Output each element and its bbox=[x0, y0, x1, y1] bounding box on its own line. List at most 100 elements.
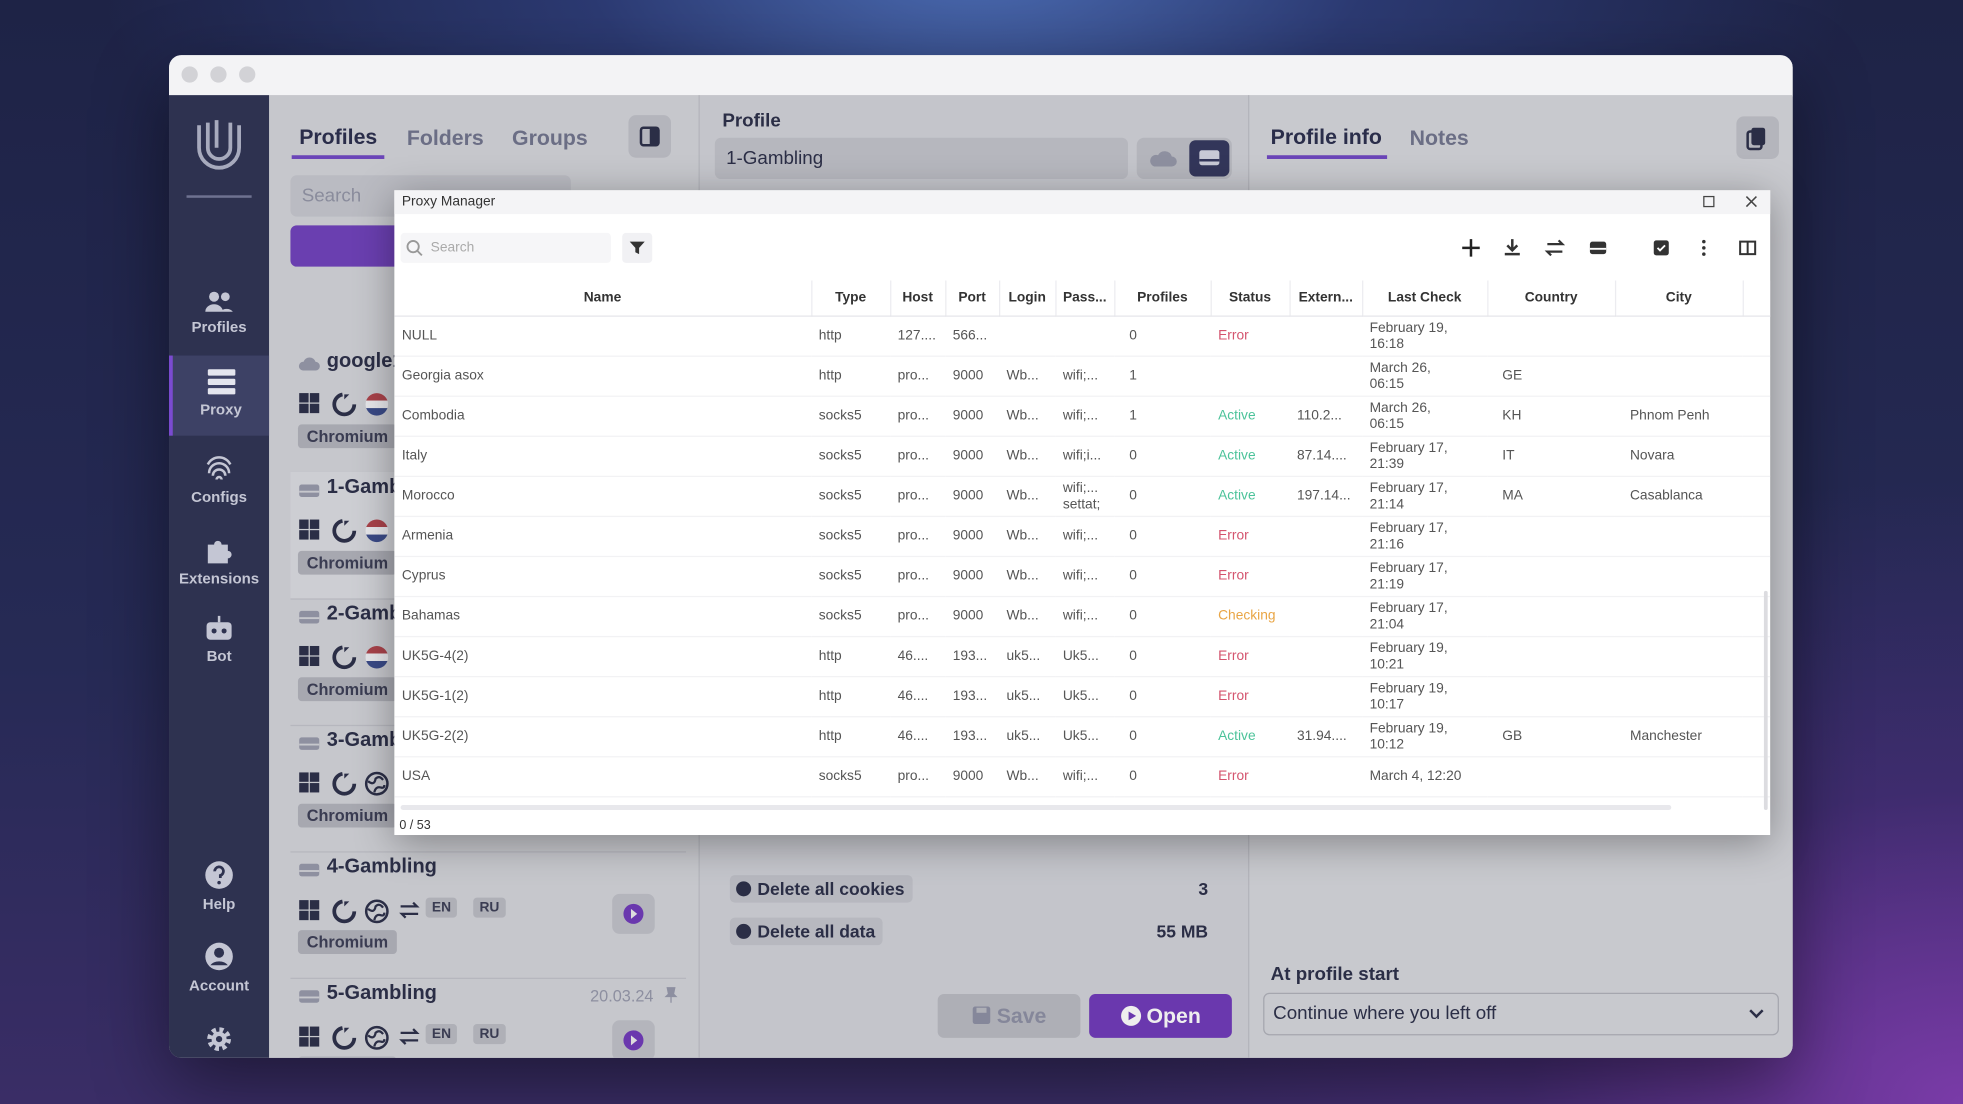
table-cell: Error bbox=[1210, 676, 1290, 718]
table-row[interactable]: USA socks5 pro... 9000 Wb... wifi;... 0 Error Ma… bbox=[394, 756, 1771, 798]
nav-icon bbox=[205, 291, 233, 312]
table-cell-overflow bbox=[1742, 436, 1771, 477]
language-tag: EN bbox=[425, 897, 458, 918]
profile-item[interactable]: 5-Gambling 20.03.24 EN RU Chromium bbox=[290, 978, 686, 1058]
table-row[interactable]: Cyprus socks5 pro... 9000 Wb... wifi;... 0 Erro… bbox=[394, 556, 1771, 598]
table-cell-overflow bbox=[1742, 356, 1771, 397]
tab[interactable]: Profiles bbox=[299, 125, 378, 149]
more-button[interactable] bbox=[1702, 239, 1706, 256]
close-button[interactable] bbox=[181, 66, 198, 83]
vertical-scrollbar[interactable] bbox=[1763, 590, 1768, 810]
storage-toggle bbox=[1136, 137, 1232, 180]
column-header[interactable]: Login bbox=[999, 280, 1056, 317]
profile-item[interactable]: google1 Chromium bbox=[290, 346, 687, 474]
profile-item[interactable]: 2-Gambling Chromium bbox=[290, 598, 687, 727]
tab[interactable]: Notes bbox=[1409, 126, 1469, 151]
play-button[interactable] bbox=[612, 893, 655, 934]
nav-item[interactable]: Help bbox=[169, 848, 269, 928]
column-header[interactable]: Last Check bbox=[1362, 280, 1488, 317]
open-button[interactable]: Open bbox=[1089, 994, 1232, 1038]
table-cell: Phnom Penh bbox=[1614, 396, 1743, 437]
table-row[interactable]: UK5G-1(2) http 46.... 193... uk5... Uk5... 0 Er… bbox=[394, 676, 1771, 718]
table-cell: 9000 bbox=[945, 436, 1000, 477]
title-bar bbox=[169, 55, 1793, 97]
tab[interactable]: Profile info bbox=[1270, 125, 1382, 149]
table-row[interactable]: Italy socks5 pro... 9000 Wb... wifi;i... 0 Acti… bbox=[394, 436, 1771, 477]
column-header[interactable]: Name bbox=[394, 280, 812, 317]
table-row[interactable]: UK5G-4(2) http 46.... 193... uk5... Uk5... 0 Er… bbox=[394, 636, 1771, 678]
table-cell: Uk5... bbox=[1055, 636, 1115, 678]
nav-item[interactable]: Profiles bbox=[169, 275, 269, 355]
table-cell: 46.... bbox=[890, 716, 946, 758]
cloud-option[interactable] bbox=[1147, 145, 1180, 173]
import-button[interactable] bbox=[1504, 239, 1520, 256]
table-cell: uk5... bbox=[999, 716, 1056, 758]
tab[interactable]: Folders bbox=[406, 126, 484, 151]
column-header[interactable]: Extern... bbox=[1289, 280, 1363, 317]
table-row[interactable]: NULL http 127.... 566... 0 Error February 19, … bbox=[394, 316, 1771, 357]
table-cell: http bbox=[811, 636, 891, 678]
panel-toggle[interactable] bbox=[628, 115, 672, 158]
nav-item[interactable]: Settings bbox=[169, 1012, 269, 1058]
column-header[interactable]: Profiles bbox=[1114, 280, 1212, 317]
storage-button[interactable] bbox=[1589, 241, 1607, 255]
save-button[interactable]: Save bbox=[937, 994, 1081, 1038]
close-button[interactable] bbox=[1745, 195, 1759, 209]
filter-button[interactable] bbox=[622, 232, 653, 263]
action-label: Delete all data bbox=[757, 921, 876, 942]
play-button[interactable] bbox=[612, 1020, 655, 1058]
table-row[interactable]: Combodia socks5 pro... 9000 Wb... wifi;... 1 Ac… bbox=[394, 396, 1771, 437]
table-cell: wifi;... bbox=[1055, 756, 1115, 798]
copy-button[interactable] bbox=[1736, 116, 1779, 159]
local-option[interactable] bbox=[1189, 140, 1230, 177]
storage-icon bbox=[299, 737, 320, 750]
table-cell: 197.14... bbox=[1289, 476, 1363, 518]
add-button[interactable] bbox=[1462, 239, 1480, 257]
table-cell: 9000 bbox=[945, 516, 1000, 558]
tab[interactable]: Groups bbox=[512, 126, 588, 151]
name-input[interactable]: 1-Gambling bbox=[714, 137, 1128, 180]
table-row[interactable]: Morocco socks5 pro... 9000 Wb... wifi;... set… bbox=[394, 476, 1771, 518]
maximize-button[interactable] bbox=[1703, 195, 1717, 209]
table-row[interactable]: UK5G-2(2) http 46.... 193... uk5... Uk5... 0 Ac… bbox=[394, 716, 1771, 758]
action-button[interactable]: Delete all cookies bbox=[729, 875, 913, 903]
column-header[interactable]: Type bbox=[811, 280, 891, 317]
nav-item[interactable]: Extensions bbox=[169, 522, 269, 602]
table-cell: wifi;... settat; bbox=[1055, 476, 1115, 518]
browser-tag: Chromium bbox=[297, 424, 397, 449]
horizontal-scrollbar[interactable] bbox=[400, 804, 1672, 810]
table-cell: 127.... bbox=[890, 316, 946, 357]
column-header[interactable]: City bbox=[1614, 280, 1744, 317]
nav-item[interactable]: Configs bbox=[169, 441, 269, 521]
column-header[interactable]: Status bbox=[1210, 280, 1291, 317]
column-header[interactable]: Country bbox=[1487, 280, 1616, 317]
profile-icon bbox=[299, 393, 320, 414]
column-header[interactable]: Port bbox=[945, 280, 1000, 317]
profile-item[interactable]: 4-Gambling EN RU Chromium bbox=[290, 851, 687, 979]
minimize-button[interactable] bbox=[210, 66, 227, 83]
nav-item[interactable]: Bot bbox=[169, 602, 269, 682]
nav-item[interactable]: Account bbox=[169, 929, 269, 1009]
table-row[interactable]: Bahamas socks5 pro... 9000 Wb... wifi;... 0 Che… bbox=[394, 596, 1771, 638]
table-cell: pro... bbox=[890, 436, 946, 477]
start-select[interactable]: Continue where you left off bbox=[1263, 992, 1779, 1036]
search-input[interactable]: Search bbox=[400, 232, 611, 263]
table-cell: IT bbox=[1487, 436, 1615, 477]
table-row[interactable]: Armenia socks5 pro... 9000 Wb... wifi;... 0 Err… bbox=[394, 516, 1771, 558]
browser-tag: Chromium bbox=[297, 677, 397, 702]
table-cell-overflow bbox=[1742, 396, 1771, 437]
nav-item[interactable]: Proxy bbox=[169, 355, 270, 436]
table-row[interactable]: Georgia asox http pro... 9000 Wb... wifi;... 1… bbox=[394, 356, 1771, 397]
table-cell: February 19, 10:21 bbox=[1362, 636, 1488, 678]
action-icon bbox=[736, 881, 752, 897]
select-button[interactable] bbox=[1653, 240, 1669, 256]
profile-icon bbox=[331, 518, 356, 543]
table-cell: 9000 bbox=[945, 476, 1000, 518]
action-button[interactable]: Delete all data bbox=[729, 917, 883, 946]
swap-button[interactable] bbox=[1544, 239, 1566, 257]
maximize-button[interactable] bbox=[239, 66, 256, 83]
columns-button[interactable] bbox=[1739, 240, 1757, 256]
column-header[interactable]: Host bbox=[890, 280, 946, 317]
table-cell: socks5 bbox=[811, 396, 891, 437]
column-header[interactable]: Pass... bbox=[1055, 280, 1115, 317]
